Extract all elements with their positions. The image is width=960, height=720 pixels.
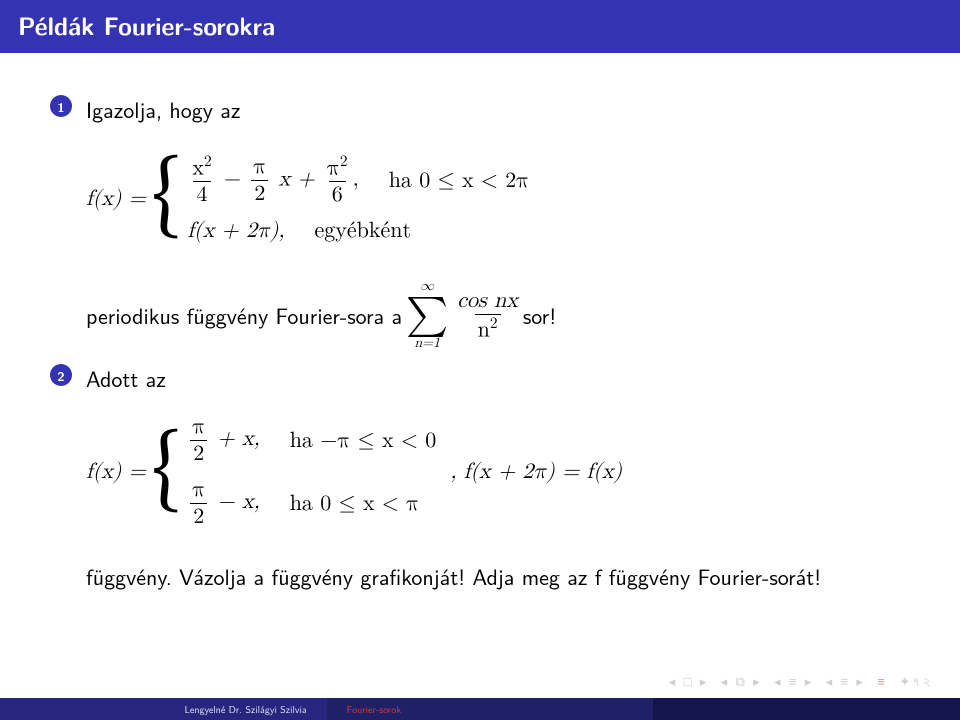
- nav-next-icon[interactable]: ◂ ≡ ▸: [774, 672, 813, 691]
- footer-right: [653, 698, 960, 720]
- nav-menu-icon[interactable]: ≡: [877, 672, 887, 691]
- item-1: 1 Igazolja, hogy az: [50, 93, 910, 125]
- cases-brace-1: { x2 4 − π 2 x +: [152, 153, 529, 244]
- footer-title: Fourier-sorok: [327, 698, 654, 720]
- nav-first-icon[interactable]: ◂ □ ▸: [669, 672, 709, 691]
- footer-author: Lengyelné Dr. Szilágyi Szilvia: [0, 698, 327, 720]
- cases-brace-2: { π 2 + x, ha −π ≤ x < 0 π: [152, 414, 436, 530]
- item-2-tail: függvény. Vázolja a függvény grafikonját…: [86, 560, 910, 593]
- bullet-2: 2: [50, 364, 72, 386]
- bullet-1: 1: [50, 95, 72, 117]
- footer: Lengyelné Dr. Szilágyi Szilvia Fourier-s…: [0, 698, 960, 720]
- item-1-intro: Igazolja, hogy az: [86, 93, 240, 125]
- nav-controls[interactable]: ◂ □ ▸ ◂ ⧉ ▸ ◂ ≡ ▸ ◂ ≡ ▸ ≡ ✦৭২: [666, 672, 936, 694]
- nav-prev-icon[interactable]: ◂ ⧉ ▸: [721, 672, 762, 691]
- item-2: 2 Adott az: [50, 362, 910, 394]
- nav-loop-icon[interactable]: ✦৭২: [899, 672, 933, 691]
- nav-last-icon[interactable]: ◂ ≡ ▸: [826, 672, 865, 691]
- slide-header: Példák Fourier-sorokra: [0, 0, 960, 53]
- slide-content: 1 Igazolja, hogy az f(x) = { x2 4 − π: [0, 53, 960, 593]
- item-1-equation: f(x) = { x2 4 − π 2 x +: [86, 153, 910, 244]
- item-2-intro: Adott az: [86, 362, 166, 394]
- slide-title: Példák Fourier-sorokra: [18, 8, 275, 43]
- item-1-line2: periodikus függvény Fourier-sora a ∞ ∑ n…: [86, 278, 910, 352]
- sum-symbol: ∞ ∑ n=1: [406, 278, 448, 352]
- item-2-equation: f(x) = { π 2 + x, ha −π ≤ x < 0: [86, 414, 910, 530]
